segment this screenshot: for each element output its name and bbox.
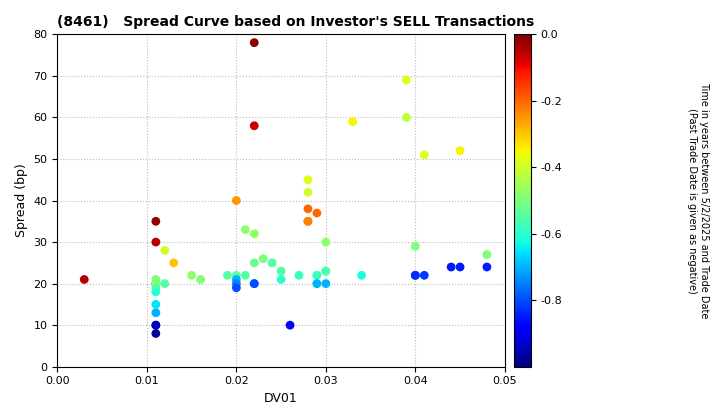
Point	[78, 276, 90, 283]
Point	[150, 301, 161, 308]
Point	[240, 226, 251, 233]
Point	[311, 272, 323, 279]
Point	[446, 264, 457, 270]
Point	[248, 122, 260, 129]
Point	[258, 255, 269, 262]
Text: (8461)   Spread Curve based on Investor's SELL Transactions: (8461) Spread Curve based on Investor's …	[58, 15, 535, 29]
Point	[248, 280, 260, 287]
Point	[302, 189, 314, 196]
Point	[320, 280, 332, 287]
Point	[410, 272, 421, 279]
Point	[320, 239, 332, 245]
Point	[230, 197, 242, 204]
Point	[168, 260, 179, 266]
Point	[230, 272, 242, 279]
Point	[356, 272, 367, 279]
Point	[400, 114, 412, 121]
Y-axis label: Time in years between 5/2/2025 and Trade Date
(Past Trade Date is given as negat: Time in years between 5/2/2025 and Trade…	[688, 82, 709, 319]
Point	[302, 176, 314, 183]
Point	[454, 264, 466, 270]
Point	[186, 272, 197, 279]
Point	[481, 264, 492, 270]
Point	[311, 210, 323, 216]
Point	[248, 231, 260, 237]
Point	[150, 322, 161, 328]
X-axis label: DV01: DV01	[264, 392, 298, 405]
Point	[150, 330, 161, 337]
Point	[418, 152, 430, 158]
Point	[302, 218, 314, 225]
Point	[230, 284, 242, 291]
Point	[150, 322, 161, 328]
Point	[410, 272, 421, 279]
Point	[400, 77, 412, 84]
Point	[275, 268, 287, 275]
Point	[150, 276, 161, 283]
Point	[418, 272, 430, 279]
Point	[302, 205, 314, 212]
Point	[230, 280, 242, 287]
Point	[293, 272, 305, 279]
Point	[275, 276, 287, 283]
Point	[347, 118, 359, 125]
Point	[150, 284, 161, 291]
Point	[311, 280, 323, 287]
Point	[195, 276, 207, 283]
Point	[284, 322, 296, 328]
Point	[240, 272, 251, 279]
Point	[320, 268, 332, 275]
Point	[248, 39, 260, 46]
Y-axis label: Spread (bp): Spread (bp)	[15, 164, 28, 237]
Point	[410, 243, 421, 249]
Point	[311, 272, 323, 279]
Point	[150, 239, 161, 245]
Point	[150, 289, 161, 295]
Point	[150, 280, 161, 287]
Point	[150, 310, 161, 316]
Point	[159, 247, 171, 254]
Point	[266, 260, 278, 266]
Point	[230, 276, 242, 283]
Point	[454, 147, 466, 154]
Point	[159, 280, 171, 287]
Point	[311, 280, 323, 287]
Point	[320, 268, 332, 275]
Point	[150, 218, 161, 225]
Point	[150, 280, 161, 287]
Point	[248, 280, 260, 287]
Point	[248, 260, 260, 266]
Point	[302, 218, 314, 225]
Point	[481, 251, 492, 258]
Point	[222, 272, 233, 279]
